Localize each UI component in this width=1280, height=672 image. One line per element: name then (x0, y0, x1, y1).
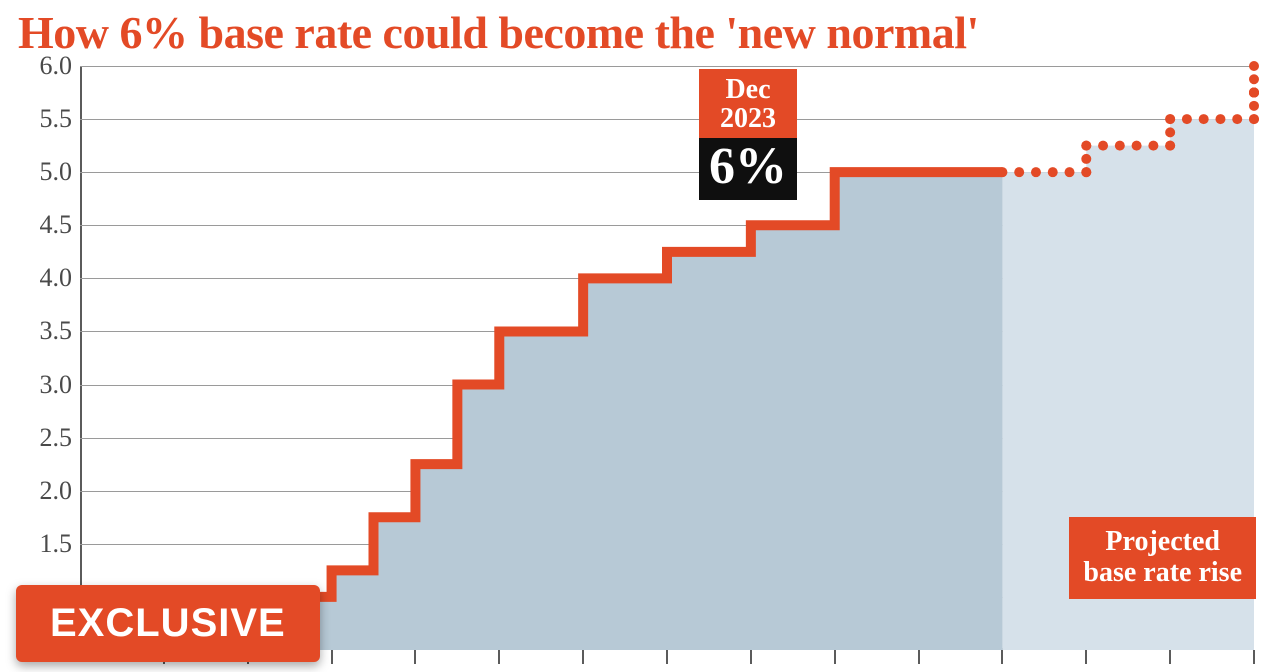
projected-label-line1: Projected (1083, 527, 1242, 558)
chart-title: How 6% base rate could become the 'new n… (18, 6, 1262, 59)
x-tick (498, 650, 500, 664)
x-tick (666, 650, 668, 664)
x-tick (1085, 650, 1087, 664)
x-tick (918, 650, 920, 664)
y-tick-label: 4.5 (40, 210, 73, 240)
x-tick (414, 650, 416, 664)
y-tick-label: 5.5 (40, 104, 73, 134)
y-tick-label: 3.0 (40, 370, 73, 400)
callout-value-box: 6% (699, 138, 797, 201)
x-tick (1169, 650, 1171, 664)
callout-date-line1: Dec (715, 75, 781, 104)
x-tick (582, 650, 584, 664)
actual-area (80, 172, 1002, 650)
callout-date-line2: 2023 (715, 104, 781, 133)
y-tick-label: 4.0 (40, 263, 73, 293)
x-tick (1001, 650, 1003, 664)
exclusive-badge: EXCLUSIVE (16, 585, 320, 662)
y-tick-label: 2.0 (40, 476, 73, 506)
y-tick-label: 2.5 (40, 423, 73, 453)
chart-frame: How 6% base rate could become the 'new n… (0, 0, 1280, 672)
projected-label-line2: base rate rise (1083, 558, 1242, 589)
y-tick-label: 1.5 (40, 529, 73, 559)
callout-dec-2023: Dec 2023 6% (699, 69, 797, 200)
callout-date-box: Dec 2023 (699, 69, 797, 138)
x-tick (750, 650, 752, 664)
projected-label: Projected base rate rise (1069, 517, 1256, 599)
x-tick (331, 650, 333, 664)
y-tick-label: 6.0 (40, 51, 73, 81)
y-tick-label: 5.0 (40, 157, 73, 187)
x-tick (834, 650, 836, 664)
y-tick-label: 3.5 (40, 316, 73, 346)
x-tick (1253, 650, 1255, 664)
